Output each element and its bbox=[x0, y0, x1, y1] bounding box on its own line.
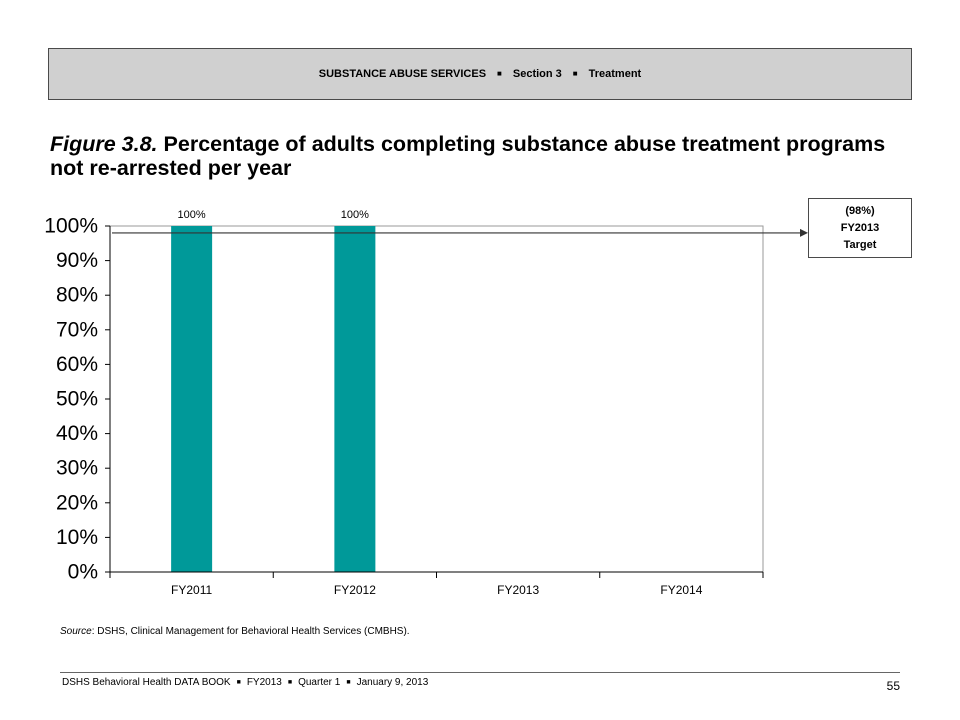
footer-fiscal-year: FY2013 bbox=[246, 677, 282, 688]
x-tick-label: FY2011 bbox=[171, 583, 212, 597]
y-tick-label: 0% bbox=[68, 561, 98, 584]
source-text: : DSHS, Clinical Management for Behavior… bbox=[91, 626, 410, 637]
x-tick-label: FY2013 bbox=[497, 583, 539, 597]
y-tick-label: 30% bbox=[56, 457, 98, 480]
footer-separator: ■ bbox=[287, 679, 293, 686]
target-callout: (98%) FY2013 Target bbox=[808, 198, 912, 258]
footer-info: DSHS Behavioral Health DATA BOOK ■ FY2013 ■… bbox=[62, 677, 428, 690]
footer-separator: ■ bbox=[346, 679, 351, 686]
footer-date: January 9, 2013 bbox=[356, 677, 429, 688]
target-text-label: Target bbox=[843, 238, 877, 251]
footer-quarter: Quarter 1 bbox=[298, 677, 341, 688]
figure-label: Figure 3.8. bbox=[50, 132, 158, 156]
plot-frame bbox=[109, 225, 764, 573]
header-topic: Treatment bbox=[588, 68, 642, 80]
data-label: 100% bbox=[341, 209, 369, 221]
x-tick-label: FY2014 bbox=[660, 583, 702, 597]
footer-separator: ■ bbox=[236, 679, 241, 686]
bar-fy2011 bbox=[171, 226, 213, 572]
page-number: 55 bbox=[886, 679, 900, 693]
figure-title: Figure 3.8. Percentage of adults complet… bbox=[50, 132, 910, 180]
footer-publication: DSHS Behavioral Health DATA BOOK bbox=[62, 677, 231, 688]
y-tick-label: 60% bbox=[56, 353, 98, 376]
header-separator: ■ bbox=[572, 68, 578, 78]
header-section-number: Section 3 bbox=[512, 68, 562, 80]
y-tick-label: 50% bbox=[56, 388, 98, 411]
header-section-name: SUBSTANCE ABUSE SERVICES bbox=[318, 68, 487, 80]
y-tick-label: 90% bbox=[56, 249, 98, 272]
y-tick-label: 70% bbox=[56, 318, 98, 341]
target-year-label: FY2013 bbox=[840, 221, 880, 234]
data-label: 100% bbox=[178, 209, 206, 221]
source-note: Source: DSHS, Clinical Management for Be… bbox=[60, 626, 410, 638]
y-tick-label: 80% bbox=[56, 284, 98, 307]
y-tick-label: 100% bbox=[44, 215, 98, 238]
source-label: Source bbox=[60, 626, 92, 637]
section-header: SUBSTANCE ABUSE SERVICES ■ Section 3 ■ T… bbox=[48, 48, 912, 100]
header-separator: ■ bbox=[497, 68, 502, 78]
y-tick-label: 20% bbox=[56, 491, 98, 514]
target-arrowhead bbox=[800, 228, 808, 237]
bar-fy2012 bbox=[334, 226, 376, 572]
footer-divider bbox=[60, 672, 900, 673]
target-value-label: (98%) bbox=[845, 204, 875, 217]
y-tick-label: 10% bbox=[56, 526, 98, 549]
figure-title-text: Percentage of adults completing substanc… bbox=[50, 132, 886, 180]
y-tick-label: 40% bbox=[56, 422, 98, 445]
x-tick-label: FY2012 bbox=[334, 583, 376, 597]
